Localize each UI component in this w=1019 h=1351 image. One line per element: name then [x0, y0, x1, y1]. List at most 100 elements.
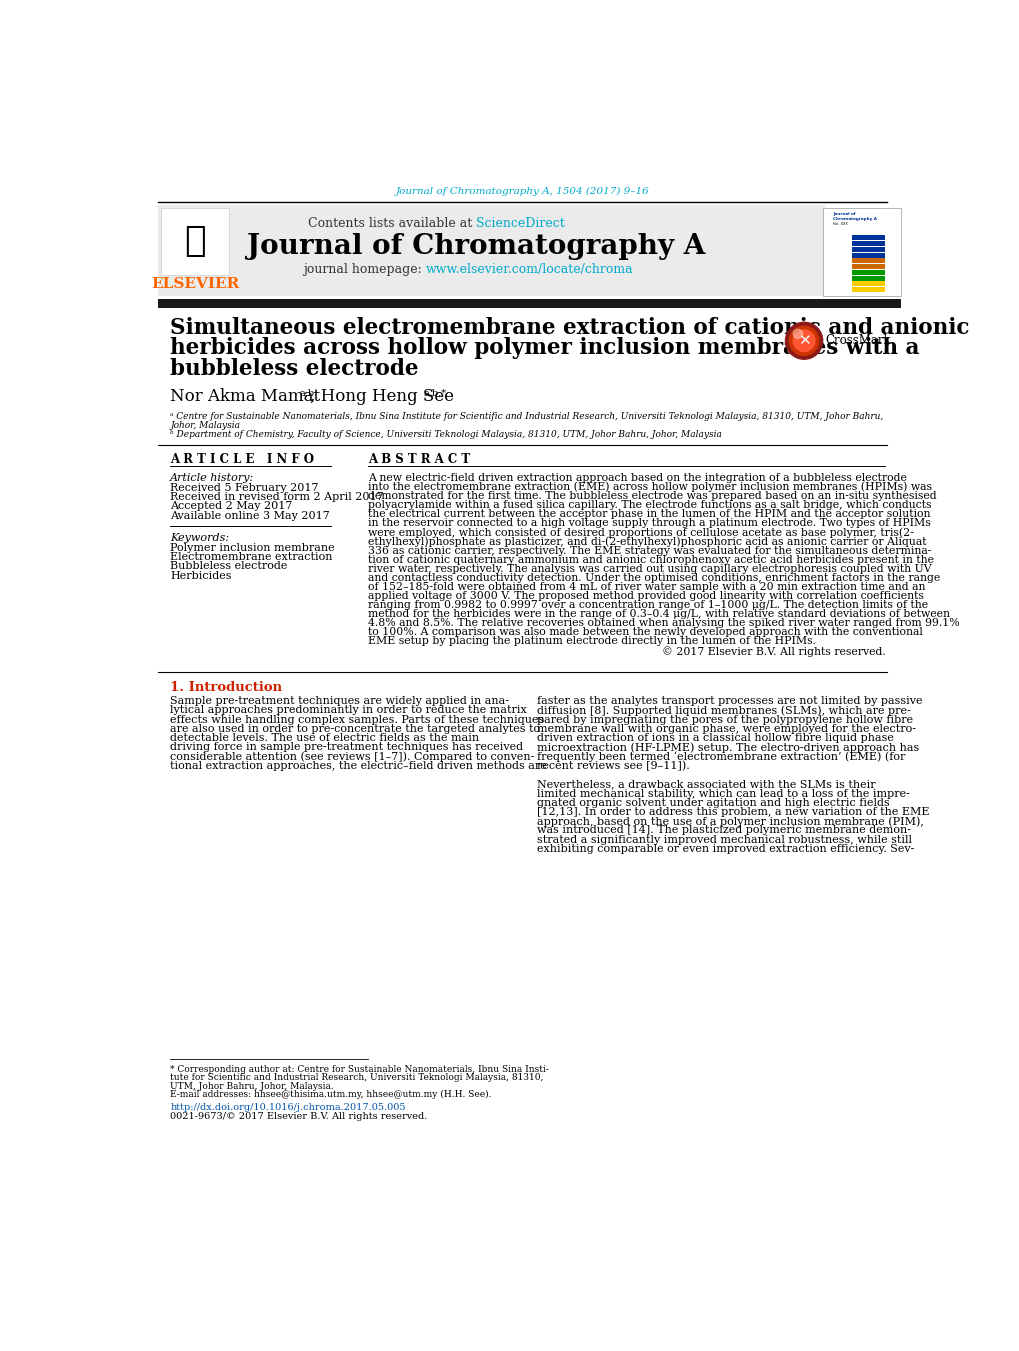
Text: herbicides across hollow polymer inclusion membranes with a: herbicides across hollow polymer inclusi… [170, 338, 919, 359]
Text: http://dx.doi.org/10.1016/j.chroma.2017.05.005: http://dx.doi.org/10.1016/j.chroma.2017.… [170, 1104, 406, 1112]
Text: Keywords:: Keywords: [170, 532, 229, 543]
Text: A R T I C L E   I N F O: A R T I C L E I N F O [170, 453, 314, 466]
Text: Article history:: Article history: [170, 473, 254, 482]
Text: Vol. XXX: Vol. XXX [832, 222, 847, 226]
Bar [851, 247, 883, 251]
Text: Johor, Malaysia: Johor, Malaysia [170, 422, 239, 430]
Text: Nor Akma Mamat: Nor Akma Mamat [170, 389, 320, 405]
Text: recent reviews see [9–11]).: recent reviews see [9–11]). [536, 761, 689, 771]
Text: strated a significantly improved mechanical robustness, while still: strated a significantly improved mechani… [536, 835, 911, 844]
Bar [851, 270, 883, 274]
Text: were employed, which consisted of desired proportions of cellulose acetate as ba: were employed, which consisted of desire… [368, 527, 913, 538]
Text: was introduced [14]. The plasticized polymeric membrane demon-: was introduced [14]. The plasticized pol… [536, 825, 910, 835]
Text: river water, respectively. The analysis was carried out using capillary electrop: river water, respectively. The analysis … [368, 563, 930, 574]
Text: gnated organic solvent under agitation and high electric fields: gnated organic solvent under agitation a… [536, 797, 889, 808]
Text: tute for Scientific and Industrial Research, Universiti Teknologi Malaysia, 8131: tute for Scientific and Industrial Resea… [170, 1073, 543, 1082]
Text: Nevertheless, a drawback associated with the SLMs is their: Nevertheless, a drawback associated with… [536, 780, 874, 789]
Text: frequently been termed ‘electromembrane extraction’ (EME) (for: frequently been termed ‘electromembrane … [536, 751, 904, 762]
Text: membrane wall with organic phase, were employed for the electro-: membrane wall with organic phase, were e… [536, 724, 915, 734]
Text: driving force in sample pre-treatment techniques has received: driving force in sample pre-treatment te… [170, 742, 523, 753]
Text: Received in revised form 2 April 2017: Received in revised form 2 April 2017 [170, 492, 383, 503]
Text: ✕: ✕ [797, 334, 810, 349]
Text: [12,13]. In order to address this problem, a new variation of the EME: [12,13]. In order to address this proble… [536, 807, 928, 817]
Bar [851, 281, 883, 286]
Text: limited mechanical stability, which can lead to a loss of the impre-: limited mechanical stability, which can … [536, 789, 909, 798]
Text: , Hong Heng See: , Hong Heng See [310, 389, 453, 405]
Text: A new electric-field driven extraction approach based on the integration of a bu: A new electric-field driven extraction a… [368, 473, 906, 482]
Bar [161, 208, 229, 276]
Bar [851, 235, 883, 240]
Text: ELSEVIER: ELSEVIER [151, 277, 238, 290]
Text: Bubbleless electrode: Bubbleless electrode [170, 562, 287, 571]
Text: © 2017 Elsevier B.V. All rights reserved.: © 2017 Elsevier B.V. All rights reserved… [661, 647, 884, 658]
Text: EME setup by placing the platinum electrode directly in the lumen of the HPIMs.: EME setup by placing the platinum electr… [368, 636, 815, 646]
Text: a,b,*: a,b,* [423, 389, 446, 397]
Text: 1. Introduction: 1. Introduction [170, 681, 282, 694]
Bar [851, 253, 883, 258]
Text: detectable levels. The use of electric fields as the main: detectable levels. The use of electric f… [170, 734, 479, 743]
Text: a,b: a,b [300, 389, 315, 397]
Circle shape [789, 326, 818, 355]
Text: considerable attention (see reviews [1–7]). Compared to conven-: considerable attention (see reviews [1–7… [170, 751, 534, 762]
Text: * Corresponding author at: Centre for Sustainable Nanomaterials, Ibnu Sina Insti: * Corresponding author at: Centre for Su… [170, 1065, 548, 1074]
Text: ᵇ Department of Chemistry, Faculty of Science, Universiti Teknologi Malaysia, 81: ᵇ Department of Chemistry, Faculty of Sc… [170, 430, 721, 439]
Text: www.elsevier.com/locate/chroma: www.elsevier.com/locate/chroma [426, 263, 633, 277]
Text: ᵃ Centre for Sustainable Nanomaterials, Ibnu Sina Institute for Scientific and I: ᵃ Centre for Sustainable Nanomaterials, … [170, 412, 882, 420]
Text: ethylhexyl)phosphate as plasticizer, and di-(2-ethylhexyl)phosphoric acid as ani: ethylhexyl)phosphate as plasticizer, and… [368, 536, 925, 547]
Text: to 100%. A comparison was also made between the newly developed approach with th: to 100%. A comparison was also made betw… [368, 627, 922, 638]
Text: Journal of Chromatography A, 1504 (2017) 9–16: Journal of Chromatography A, 1504 (2017)… [395, 186, 649, 196]
Text: in the reservoir connected to a high voltage supply through a platinum electrode: in the reservoir connected to a high vol… [368, 519, 929, 528]
Text: Simultaneous electromembrane extraction of cationic and anionic: Simultaneous electromembrane extraction … [170, 316, 969, 339]
Text: Journal of: Journal of [832, 212, 854, 216]
Text: ranging from 0.9982 to 0.9997 over a concentration range of 1–1000 μg/L. The det: ranging from 0.9982 to 0.9997 over a con… [368, 600, 927, 611]
Text: polyacrylamide within a fused silica capillary. The electrode functions as a sal: polyacrylamide within a fused silica cap… [368, 500, 930, 511]
Text: Polymer inclusion membrane: Polymer inclusion membrane [170, 543, 334, 553]
Bar [158, 299, 900, 308]
Text: diffusion [8]. Supported liquid membranes (SLMs), which are pre-: diffusion [8]. Supported liquid membrane… [536, 705, 910, 716]
Text: Contents lists available at: Contents lists available at [308, 218, 476, 230]
Text: demonstrated for the first time. The bubbleless electrode was prepared based on : demonstrated for the first time. The bub… [368, 490, 935, 501]
Text: Accepted 2 May 2017: Accepted 2 May 2017 [170, 501, 292, 511]
Text: journal homepage:: journal homepage: [303, 263, 426, 277]
Text: tional extraction approaches, the electric–field driven methods are: tional extraction approaches, the electr… [170, 761, 546, 771]
Bar [851, 288, 883, 292]
Bar [851, 276, 883, 281]
Text: tion of cationic quaternary ammonium and anionic chlorophenoxy acetic acid herbi: tion of cationic quaternary ammonium and… [368, 555, 932, 565]
Text: of 152–185-fold were obtained from 4 mL of river water sample with a 20 min extr: of 152–185-fold were obtained from 4 mL … [368, 582, 924, 592]
Text: 336 as cationic carrier, respectively. The EME strategy was evaluated for the si: 336 as cationic carrier, respectively. T… [368, 546, 930, 555]
Text: Electromembrane extraction: Electromembrane extraction [170, 553, 332, 562]
Text: CrossMark: CrossMark [824, 334, 890, 347]
Text: effects while handling complex samples. Parts of these techniques: effects while handling complex samples. … [170, 715, 544, 724]
Text: 4.8% and 8.5%. The relative recoveries obtained when analysing the spiked river : 4.8% and 8.5%. The relative recoveries o… [368, 619, 959, 628]
Text: Chromatography A: Chromatography A [832, 218, 876, 222]
Text: faster as the analytes transport processes are not limited by passive: faster as the analytes transport process… [536, 696, 921, 707]
Bar [822, 208, 900, 296]
Bar [851, 258, 883, 263]
Circle shape [785, 323, 822, 359]
Text: Sample pre-treatment techniques are widely applied in ana-: Sample pre-treatment techniques are wide… [170, 696, 508, 707]
Text: Available online 3 May 2017: Available online 3 May 2017 [170, 511, 329, 520]
Text: ScienceDirect: ScienceDirect [476, 218, 565, 230]
Text: lytical approaches predominantly in order to reduce the matrix: lytical approaches predominantly in orde… [170, 705, 527, 716]
Text: microextraction (HF-LPME) setup. The electro-driven approach has: microextraction (HF-LPME) setup. The ele… [536, 742, 918, 753]
Text: driven extraction of ions in a classical hollow fibre liquid phase: driven extraction of ions in a classical… [536, 734, 893, 743]
Circle shape [793, 330, 814, 351]
Text: A B S T R A C T: A B S T R A C T [368, 453, 470, 466]
Text: pared by impregnating the pores of the polypropylene hollow fibre: pared by impregnating the pores of the p… [536, 715, 912, 724]
Text: bubbleless electrode: bubbleless electrode [170, 358, 418, 380]
Text: Herbicides: Herbicides [170, 570, 231, 581]
Text: approach, based on the use of a polymer inclusion membrane (PIM),: approach, based on the use of a polymer … [536, 816, 922, 827]
Text: Journal of Chromatography A: Journal of Chromatography A [247, 234, 705, 261]
Text: the electrical current between the acceptor phase in the lumen of the HPIM and t: the electrical current between the accep… [368, 509, 929, 519]
Bar [851, 240, 883, 246]
Text: Received 5 February 2017: Received 5 February 2017 [170, 482, 318, 493]
Text: are also used in order to pre-concentrate the targeted analytes to: are also used in order to pre-concentrat… [170, 724, 540, 734]
Text: method for the herbicides were in the range of 0.3–0.4 μg/L, with relative stand: method for the herbicides were in the ra… [368, 609, 949, 619]
Text: exhibiting comparable or even improved extraction efficiency. Sev-: exhibiting comparable or even improved e… [536, 844, 913, 854]
Text: E-mail addresses: hhsee@thisima.utm.my, hhsee@utm.my (H.H. See).: E-mail addresses: hhsee@thisima.utm.my, … [170, 1090, 491, 1100]
Bar [851, 265, 883, 269]
Text: 0021-9673/© 2017 Elsevier B.V. All rights reserved.: 0021-9673/© 2017 Elsevier B.V. All right… [170, 1112, 427, 1121]
Bar [158, 205, 824, 296]
Circle shape [793, 330, 802, 339]
Text: and contactless conductivity detection. Under the optimised conditions, enrichme: and contactless conductivity detection. … [368, 573, 940, 582]
